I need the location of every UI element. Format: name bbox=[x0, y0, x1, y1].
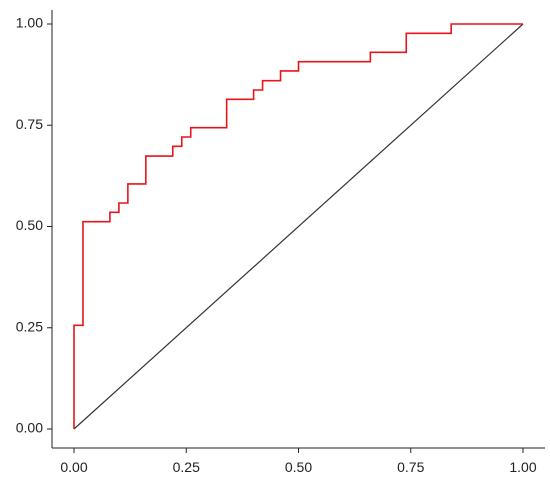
y-tick-label: 0.50 bbox=[16, 217, 43, 233]
y-tick-labels: 0.00 0.25 0.50 0.75 1.00 bbox=[16, 15, 43, 436]
x-tick-label: 0.25 bbox=[173, 459, 200, 475]
x-tick-label: 0.00 bbox=[60, 459, 87, 475]
x-tick-label: 0.75 bbox=[397, 459, 424, 475]
x-tick-label: 1.00 bbox=[509, 459, 536, 475]
x-axis-ticks bbox=[73, 448, 524, 453]
y-tick-label: 1.00 bbox=[16, 15, 43, 31]
reference-diagonal-line bbox=[73, 23, 524, 430]
x-tick-label: 0.50 bbox=[285, 459, 312, 475]
y-tick-label: 0.25 bbox=[16, 318, 43, 334]
roc-curve-line bbox=[73, 23, 523, 429]
y-axis-ticks bbox=[47, 23, 52, 430]
x-tick-labels: 0.00 0.25 0.50 0.75 1.00 bbox=[60, 459, 536, 475]
y-tick-label: 0.00 bbox=[16, 420, 43, 436]
y-tick-label: 0.75 bbox=[16, 116, 43, 132]
